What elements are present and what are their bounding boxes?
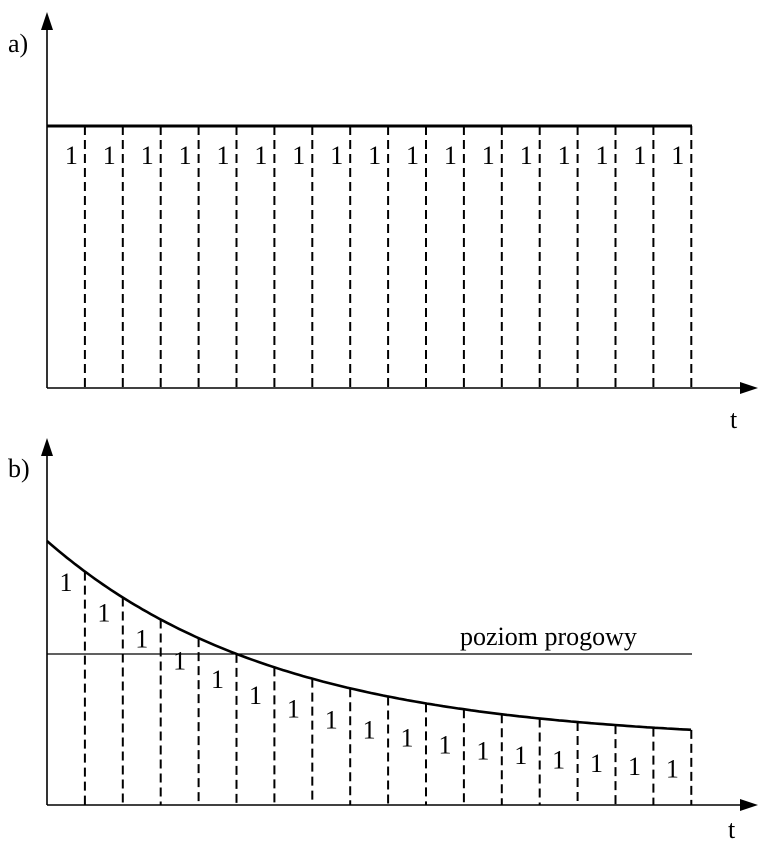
panel-a-cell-label: 1 <box>292 141 305 170</box>
panel-a-label: a) <box>8 29 28 58</box>
panel-a-cell-label: 1 <box>520 141 533 170</box>
panel-b-cell-label: 1 <box>249 681 262 710</box>
panel-a-cell-label: 1 <box>179 141 192 170</box>
panel-a-dashes <box>83 126 693 388</box>
panel-b-cell-label: 1 <box>59 568 72 597</box>
panel-b-cell-label: 1 <box>325 706 338 735</box>
panel-b-cell-label: 1 <box>173 646 186 675</box>
panel-b-cell-label: 1 <box>97 599 110 628</box>
panel-b-cell-label: 1 <box>514 741 527 770</box>
panel-a-cell-label: 1 <box>103 141 116 170</box>
panel-a-cell-label: 1 <box>330 141 343 170</box>
panel-a-t-label: t <box>730 405 738 434</box>
panel-b-cell-label: 1 <box>628 752 641 781</box>
panel-b-cell-label: 1 <box>401 723 414 752</box>
panel-b-t-label: t <box>728 815 736 843</box>
panel-b-cell-label: 1 <box>135 624 148 653</box>
panel-a-cell-label: 1 <box>558 141 571 170</box>
panel-a-cell-label: 1 <box>406 141 419 170</box>
decay-curve <box>46 540 692 732</box>
panel-b-y-arrow-icon <box>41 438 53 456</box>
panel-a-cell-label: 1 <box>444 141 457 170</box>
panel-a-cell-label: 1 <box>217 141 230 170</box>
panel-a-cell-label: 1 <box>141 141 154 170</box>
panel-a-cell-label: 1 <box>633 141 646 170</box>
panel-b-x-arrow-icon <box>740 799 758 811</box>
panel-a-cell-label: 1 <box>65 141 78 170</box>
panel-a-cell-label: 1 <box>596 141 609 170</box>
panel-b-dashes <box>83 571 693 805</box>
panel-a-x-arrow-icon <box>740 382 758 394</box>
panel-a-cell-label: 1 <box>254 141 267 170</box>
panel-a-cell-label: 1 <box>671 141 684 170</box>
panel-b-cell-label: 1 <box>476 736 489 765</box>
panel-a-cell-label: 1 <box>482 141 495 170</box>
panel-b-cell-label: 1 <box>211 665 224 694</box>
panel-b-cell-label: 1 <box>438 730 451 759</box>
panel-b-label: b) <box>8 454 30 483</box>
panel-b-cell-label: 1 <box>590 749 603 778</box>
threshold-label: poziom progowy <box>460 622 637 651</box>
panel-a-y-arrow-icon <box>41 12 53 30</box>
panel-a-cell-label: 1 <box>368 141 381 170</box>
panel-b-cell-label: 1 <box>287 694 300 723</box>
panel-b-cell-label: 1 <box>363 715 376 744</box>
panel-b-cell-label: 1 <box>666 755 679 784</box>
panel-b-cell-label: 1 <box>552 745 565 774</box>
